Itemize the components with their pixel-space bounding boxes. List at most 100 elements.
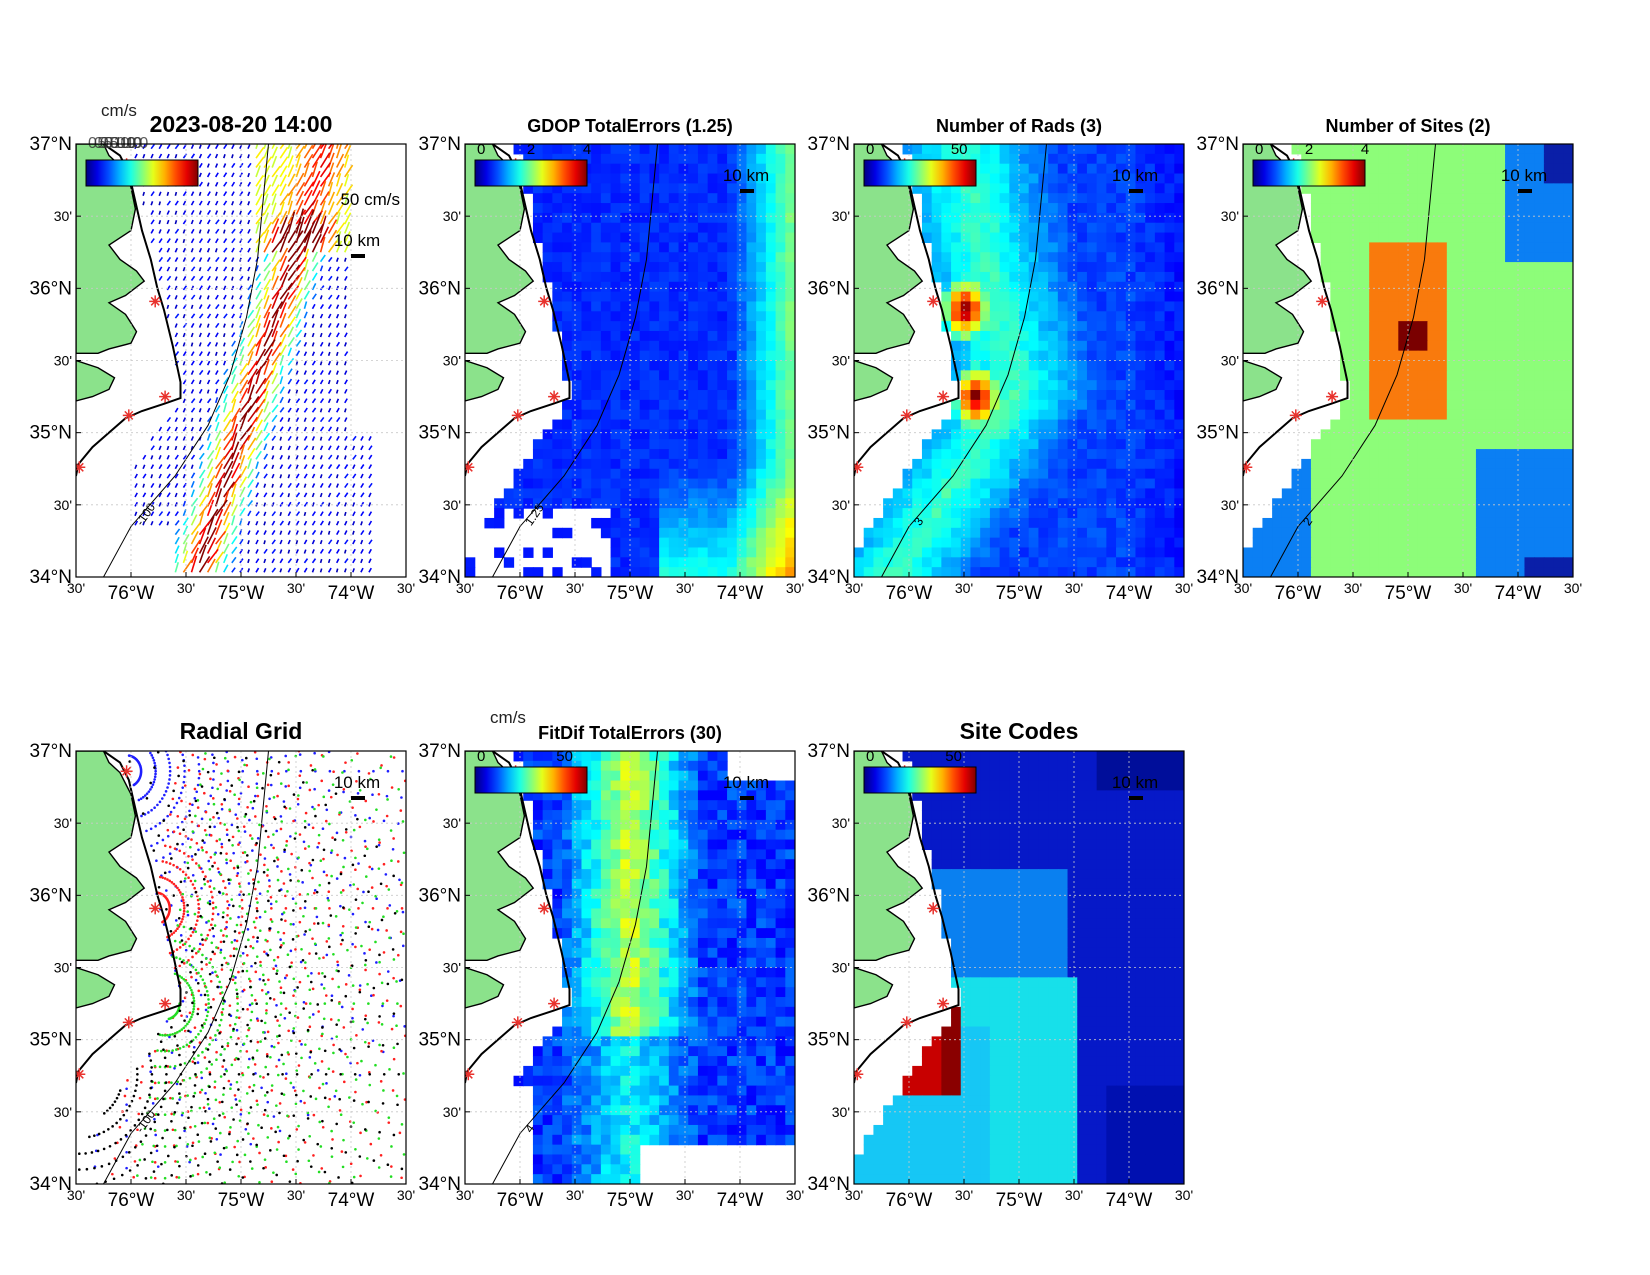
current-vector [223,351,227,357]
current-vector [360,445,364,451]
current-vector [327,398,332,404]
number-of-rads-cell [1019,153,1030,165]
number-of-rads-cell [1038,409,1049,421]
number-of-rads-cell [951,567,962,577]
number-of-sites-cell [1378,429,1390,440]
number-of-sites-cell [1446,449,1458,460]
number-of-sites-cell [1485,144,1496,155]
gdop-total-errors-cell [736,488,748,499]
number-of-rads-cell [1174,153,1184,165]
number-of-rads-cell [1048,350,1059,362]
number-of-sites-cell [1553,340,1564,352]
number-of-rads-cell [1028,527,1040,539]
gdop-total-errors-cell [649,419,660,430]
number-of-rads-cell [999,557,1010,568]
number-of-sites-cell [1291,478,1302,490]
current-vector [182,275,187,281]
current-vector [327,332,332,338]
gdop-total-errors-cell [688,183,699,194]
number-of-rads-cell [1164,163,1175,175]
number-of-rads-cell [1145,203,1156,214]
gdop-total-errors-cell [746,321,757,332]
number-of-sites-cell [1485,390,1496,401]
number-of-rads-cell [999,242,1010,253]
number-of-rads-cell [1067,291,1078,303]
gdop-total-errors-cell [630,439,641,450]
current-vector [247,238,252,244]
number-of-rads-cell [1048,203,1059,214]
gdop-total-errors-cell [688,409,699,421]
number-of-rads-cell [941,567,952,577]
number-of-rads-cell [1145,547,1156,558]
number-of-sites-cell [1340,478,1351,490]
number-of-rads-cell [1067,262,1078,273]
number-of-rads-cell [931,567,942,577]
gdop-total-errors-cell [610,153,621,165]
current-vector [215,322,220,329]
number-of-sites-cell [1543,193,1555,204]
gdop-total-errors-cell [717,222,728,234]
number-of-sites-cell [1505,449,1516,460]
number-of-sites-cell [1340,144,1351,155]
current-vector [231,515,236,526]
number-of-rads-cell [951,419,962,430]
current-vector [198,494,208,507]
number-of-rads-cell [1086,380,1098,391]
number-of-sites-cell [1475,498,1487,509]
number-of-rads-cell [960,547,972,558]
number-of-rads-cell [873,517,884,529]
number-of-rads-cell [960,527,972,539]
current-vector [336,492,341,498]
number-of-sites-cell [1359,252,1370,263]
current-vector [223,410,232,423]
number-of-sites-cell [1524,458,1535,470]
current-vector [206,200,211,206]
current-vector [303,144,314,159]
number-of-sites-cell [1301,468,1312,480]
number-of-sites-cell [1505,222,1516,234]
radial-grid-point [145,792,149,795]
number-of-sites-cell [1553,478,1564,490]
current-vector [287,144,291,149]
gdop-total-errors-cell [756,370,767,381]
gdop-total-errors-cell [727,399,738,411]
current-vector [166,502,170,507]
number-of-sites-cell [1408,232,1419,244]
number-of-rads-cell [1048,527,1059,539]
current-vector [344,520,348,526]
number-of-rads-cell [931,262,942,273]
current-vector [255,348,267,366]
number-of-rads-cell [989,340,1001,352]
lat-tick-label: 34°N [1197,567,1239,588]
gdop-total-errors-cell [639,527,651,539]
current-vector [287,474,291,479]
number-of-sites-cell [1408,498,1419,509]
number-of-rads-cell [1057,439,1069,450]
number-of-sites-cell [1301,183,1312,194]
number-of-rads-cell [1106,252,1117,263]
gdop-total-errors-cell [746,399,757,411]
number-of-sites-cell [1378,498,1390,509]
current-vector [215,405,221,413]
site-marker [1243,461,1253,474]
number-of-rads-cell [1048,163,1059,175]
current-vector [279,210,288,225]
gdop-total-errors-cell [659,163,670,175]
number-of-rads-cell [1009,360,1020,371]
number-of-sites-cell [1466,153,1477,165]
gdop-total-errors-cell [697,360,709,371]
number-of-rads-cell [960,488,972,499]
number-of-rads-cell [1009,271,1020,283]
current-vector [142,511,146,517]
gdop-total-errors-cell [639,271,651,283]
gdop-total-errors-cell [717,429,728,440]
number-of-rads-cell [1116,212,1127,224]
lon-tick-label: 75°W [1385,583,1432,604]
current-vector [198,469,206,479]
current-vector [174,536,180,545]
number-of-sites-cell [1553,203,1564,214]
number-of-rads-cell [1116,370,1127,381]
gdop-total-errors-cell [736,468,748,480]
number-of-rads-cell [1028,281,1040,293]
gdop-total-errors-cell [620,458,631,470]
